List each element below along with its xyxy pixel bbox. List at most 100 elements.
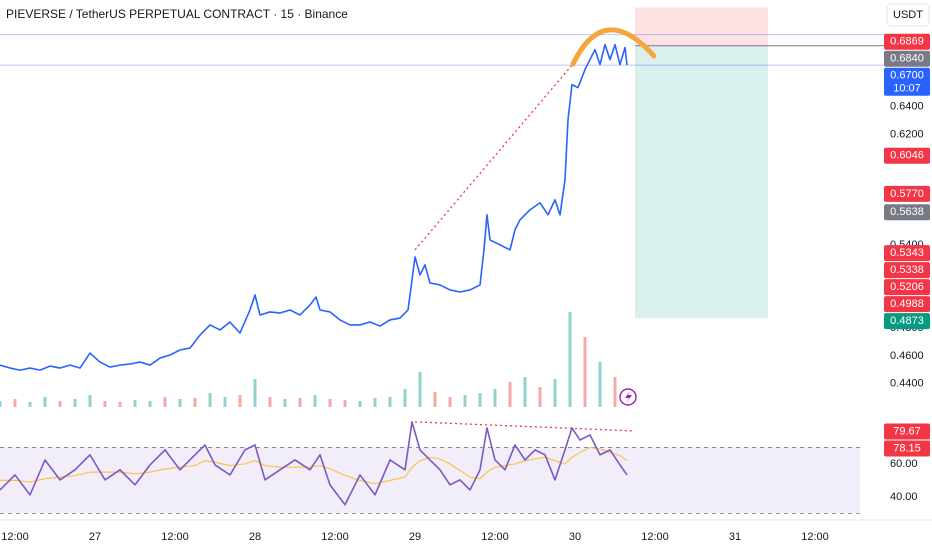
x-tick-label: 12:00: [641, 531, 669, 543]
x-tick-label: 31: [729, 531, 741, 543]
x-tick-label: 27: [89, 531, 101, 543]
volume-bar: [133, 400, 137, 407]
price-tag: [884, 262, 930, 279]
volume-bar: [313, 395, 317, 407]
y-tick-label: 0.4600: [890, 350, 924, 362]
x-tick-label: 12:00: [801, 531, 829, 543]
price-tag: [884, 423, 930, 440]
series-line: [0, 43, 628, 371]
volume-bar: [568, 312, 572, 407]
price-tag-label: 0.5638: [890, 206, 924, 218]
volume-bar: [223, 397, 227, 407]
volume-bar: [388, 397, 392, 407]
icon-bolt: [625, 391, 632, 403]
volume-bar: [13, 399, 17, 407]
volume-bar: [163, 397, 167, 407]
x-tick-label: 28: [249, 531, 261, 543]
x-tick-label: 30: [569, 531, 581, 543]
volume-bar: [358, 401, 362, 407]
axis-layer: 12:00 27 12:00 28 12:00 29 12:00 30 12:00 31 12:00…: [0, 33, 932, 543]
price-tag-label: 0.6700: [890, 70, 924, 82]
price-tag-label: 0.4873: [890, 315, 924, 327]
price-tag-label: 79.67: [893, 425, 921, 437]
volume-bar: [268, 397, 272, 407]
price-tag-label: 78.15: [893, 442, 921, 454]
price-tag-label: 0.5338: [890, 264, 924, 276]
volume-bar: [403, 389, 407, 407]
volume-bar: [28, 402, 32, 407]
y-tick-label: 0.4400: [890, 378, 924, 390]
x-tick-label: 29: [409, 531, 421, 543]
price-tag: [884, 67, 930, 96]
volume-bar: [418, 372, 422, 407]
volume-bar: [88, 395, 92, 407]
y-tick-label: 60.00: [890, 458, 918, 470]
volume-bar: [433, 392, 437, 407]
volume-bar: [373, 398, 377, 407]
volume-bar: [583, 337, 587, 407]
y-tick-label: 0.6200: [890, 128, 924, 140]
x-tick-label: 12:00: [321, 531, 349, 543]
y-tick-label: 40.00: [890, 491, 918, 503]
volume-bar: [118, 402, 122, 407]
volume-bar: [343, 400, 347, 407]
price-tag-label: 0.5206: [890, 281, 924, 293]
price-tag: [884, 313, 930, 330]
volume-bar: [448, 397, 452, 407]
price-tag: [884, 50, 930, 67]
trend-line: [414, 61, 576, 251]
x-tick-label: 12:00: [481, 531, 509, 543]
target-zone: [635, 45, 768, 319]
volume-bar: [553, 379, 557, 407]
price-tag: [884, 440, 930, 457]
volume-bar: [58, 401, 62, 407]
volume-bar: [73, 399, 77, 407]
price-tag: [884, 279, 930, 296]
currency-button[interactable]: [886, 3, 930, 27]
volume-bar: [523, 377, 527, 407]
volume-bar: [178, 399, 182, 407]
price-tag-label: 0.6840: [890, 53, 924, 65]
price-tag: [884, 245, 930, 262]
chart-title: PIEVERSE / TetherUS PERPETUAL CONTRACT ·…: [6, 7, 348, 21]
volume-bar: [43, 397, 47, 407]
x-tick-label: 12:00: [161, 531, 189, 543]
price-tag: [884, 33, 930, 50]
volume-bar: [253, 379, 257, 407]
price-tag-label: 0.6869: [890, 36, 924, 48]
volume-bar: [238, 395, 242, 407]
price-tag-label: 0.5343: [890, 247, 924, 259]
volume-bar: [598, 362, 602, 407]
price-tag-label: 0.5770: [890, 188, 924, 200]
volume-bar: [478, 393, 482, 407]
countdown-label: 10:07: [893, 83, 921, 95]
data-layer: [0, 43, 636, 506]
price-tag: [884, 204, 930, 221]
volume-bar: [298, 398, 302, 407]
volume-bar: [148, 401, 152, 407]
x-tick-label: 12:00: [1, 531, 29, 543]
volume-bar: [613, 377, 617, 407]
volume-bar: [103, 401, 107, 407]
volume-bar: [0, 401, 2, 407]
price-tag-label: 0.6046: [890, 150, 924, 162]
price-tag: [884, 185, 930, 202]
background-layer: [0, 7, 884, 514]
trend-line: [414, 421, 636, 432]
volume-bar: [493, 389, 497, 407]
volume-bar: [463, 395, 467, 407]
stop-zone: [635, 7, 768, 46]
volume-bar: [508, 382, 512, 407]
volume-bar: [193, 398, 197, 407]
rsi-band: [0, 447, 860, 514]
price-tag: [884, 147, 930, 164]
volume-bar: [538, 387, 542, 407]
volume-bar: [208, 393, 212, 407]
volume-bar: [283, 399, 287, 407]
currency-label[interactable]: USDT: [893, 9, 923, 21]
lightning-icon: [619, 388, 637, 406]
y-tick-label: 0.6400: [890, 101, 924, 113]
highlight-arc: [570, 27, 657, 67]
